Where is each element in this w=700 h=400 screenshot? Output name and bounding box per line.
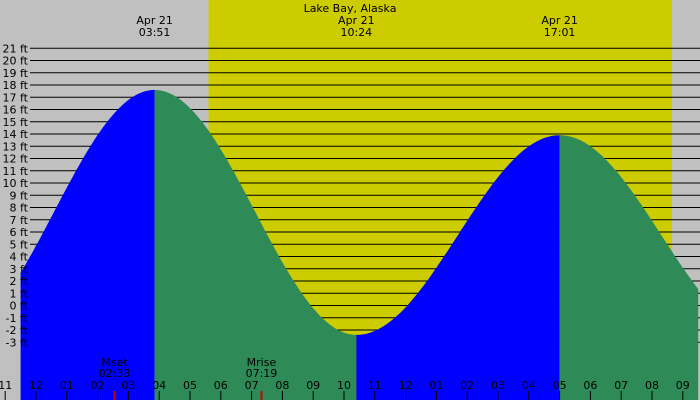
x-tick-label: 10 xyxy=(337,379,351,392)
x-tick-label: 11 xyxy=(0,379,12,392)
x-tick-label: 06 xyxy=(214,379,228,392)
moon-event-time: 07:19 xyxy=(246,367,278,380)
extreme-date: Apr 21 xyxy=(541,14,578,27)
y-tick-label: 14 ft xyxy=(3,128,29,141)
y-tick-label: 3 ft xyxy=(10,263,29,276)
x-tick-label: 12 xyxy=(399,379,413,392)
extreme-time: 03:51 xyxy=(139,26,171,39)
moon-event-label: Mset xyxy=(101,356,128,369)
x-tick-label: 06 xyxy=(583,379,597,392)
x-tick-label: 03 xyxy=(491,379,505,392)
x-tick-label: 11 xyxy=(368,379,382,392)
x-tick-label: 12 xyxy=(29,379,43,392)
x-tick-label: 05 xyxy=(553,379,567,392)
y-tick-label: 18 ft xyxy=(3,79,29,92)
y-tick-label: 15 ft xyxy=(3,116,29,129)
y-tick-label: 6 ft xyxy=(10,226,29,239)
y-tick-label: 21 ft xyxy=(3,42,29,55)
x-tick-label: 05 xyxy=(183,379,197,392)
y-tick-label: 9 ft xyxy=(10,189,29,202)
falling-tide-area xyxy=(154,89,357,400)
x-tick-label: 02 xyxy=(91,379,105,392)
x-axis-ticks: 11 12 01 02 03 04 05 06 07 08 09 10 11 12 01 02 03 04 05 06… xyxy=(0,379,690,400)
y-tick-label: -1 ft xyxy=(6,312,29,325)
x-tick-label: 09 xyxy=(676,379,690,392)
moon-event-time: 02:33 xyxy=(99,367,131,380)
x-tick-label: 01 xyxy=(429,379,443,392)
y-tick-label: 7 ft xyxy=(10,214,29,227)
moon-event-label: Mrise xyxy=(247,356,277,369)
extreme-time: 17:01 xyxy=(544,26,576,39)
x-tick-label: 04 xyxy=(522,379,536,392)
y-tick-label: 2 ft xyxy=(10,275,29,288)
y-tick-label: 8 ft xyxy=(10,202,29,215)
y-tick-label: 16 ft xyxy=(3,104,29,117)
y-tick-label: 4 ft xyxy=(10,251,29,264)
y-tick-label: 20 ft xyxy=(3,55,29,68)
y-tick-label: 11 ft xyxy=(3,165,29,178)
y-tick-label: 17 ft xyxy=(3,91,29,104)
x-tick-label: 08 xyxy=(645,379,659,392)
x-tick-label: 01 xyxy=(60,379,74,392)
rising-tide-area xyxy=(20,89,155,400)
x-tick-label: 07 xyxy=(245,379,259,392)
y-tick-label: 5 ft xyxy=(10,238,29,251)
y-tick-label: -2 ft xyxy=(6,324,29,337)
x-tick-label: 02 xyxy=(460,379,474,392)
x-tick-label: 08 xyxy=(275,379,289,392)
rising-tide-area xyxy=(356,135,560,400)
y-tick-label: -3 ft xyxy=(6,336,29,349)
y-tick-label: 10 ft xyxy=(3,177,29,190)
y-tick-label: 12 ft xyxy=(3,153,29,166)
tide-areas xyxy=(20,89,699,400)
extreme-date: Apr 21 xyxy=(136,14,173,27)
x-tick-label: 03 xyxy=(121,379,135,392)
y-tick-label: 0 ft xyxy=(10,300,29,313)
extreme-time: 10:24 xyxy=(340,26,372,39)
y-tick-label: 13 ft xyxy=(3,140,29,153)
x-tick-label: 09 xyxy=(306,379,320,392)
x-tick-label: 04 xyxy=(152,379,166,392)
chart-title: Lake Bay, Alaska xyxy=(304,2,397,15)
y-tick-label: 19 ft xyxy=(3,67,29,80)
y-tick-label: 1 ft xyxy=(10,287,29,300)
extreme-date: Apr 21 xyxy=(338,14,375,27)
falling-tide-area xyxy=(559,135,699,400)
x-tick-label: 07 xyxy=(614,379,628,392)
